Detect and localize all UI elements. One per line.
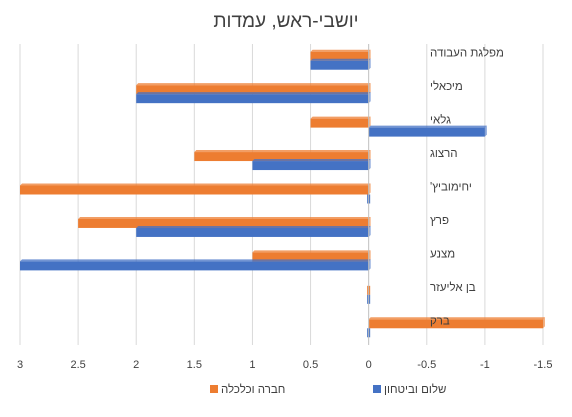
bar: [310, 60, 369, 70]
bar: [20, 185, 369, 195]
bar-top-face: [310, 49, 371, 52]
bar-side-face: [484, 125, 487, 137]
category-label: גלאי: [430, 114, 451, 127]
x-tick-label: 1: [249, 359, 255, 371]
x-tick-label: 1.5: [187, 359, 202, 371]
x-tick-label: 3: [17, 359, 23, 371]
x-tick-label: -1.5: [534, 359, 553, 371]
bars: [20, 49, 545, 338]
bar-top-face: [136, 92, 371, 95]
category-label: הרצוג: [430, 148, 458, 160]
bar: [310, 118, 369, 128]
x-tick-label: 0: [366, 359, 372, 371]
x-tick-label: -0.5: [417, 359, 436, 371]
bar-top-face: [368, 125, 487, 128]
bar-top-face: [310, 58, 371, 61]
bar: [136, 227, 369, 237]
category-label: מצנע: [430, 248, 455, 260]
category-label: פרץ: [430, 215, 449, 227]
legend-swatch-security: [373, 385, 381, 393]
bar-top-face: [310, 116, 371, 119]
bar: [368, 319, 543, 329]
category-label: יחימוביץ': [430, 182, 472, 194]
x-tick-label: 2: [133, 359, 139, 371]
bar-top-face: [78, 216, 371, 219]
chart-title: יושבי-ראש, עמדות: [213, 11, 358, 32]
x-tick-label: 0.5: [303, 359, 318, 371]
bar-top-face: [194, 150, 371, 153]
category-label: מיכאלי: [430, 80, 463, 93]
bar: [368, 127, 485, 137]
bar-side-face: [543, 317, 545, 329]
bar: [20, 261, 369, 271]
bar-top-face: [252, 250, 371, 253]
category-label: ברק: [430, 315, 450, 327]
bar: [78, 218, 369, 228]
axes: 3 2.5 2 1.5 1 0.5 0 -0.5 -1 -1.5 מפלגת העבודה מיכאל…: [17, 44, 553, 371]
bar: [136, 85, 369, 95]
legend: שלום וביטחון חברה וכלכלה: [210, 383, 446, 396]
bar: [252, 161, 369, 171]
legend-label-security: שלום וביטחון: [384, 383, 446, 396]
bar-top-face: [136, 83, 371, 86]
bar-top-face: [136, 225, 371, 228]
legend-swatch-economy: [210, 385, 218, 393]
x-tick-label: 2.5: [70, 359, 85, 371]
category-label: בן אליעזר: [430, 281, 476, 294]
bar: [252, 252, 369, 262]
bar-top-face: [252, 159, 371, 162]
bar: [310, 51, 369, 61]
bar: [136, 94, 369, 104]
bar-top-face: [20, 183, 371, 186]
x-tick-label: -1: [480, 359, 490, 371]
bar-top-face: [368, 317, 545, 320]
legend-label-economy: חברה וכלכלה: [221, 383, 285, 396]
bar-top-face: [20, 259, 371, 262]
bar: [194, 152, 369, 162]
category-label: מפלגת העבודה: [430, 47, 504, 60]
